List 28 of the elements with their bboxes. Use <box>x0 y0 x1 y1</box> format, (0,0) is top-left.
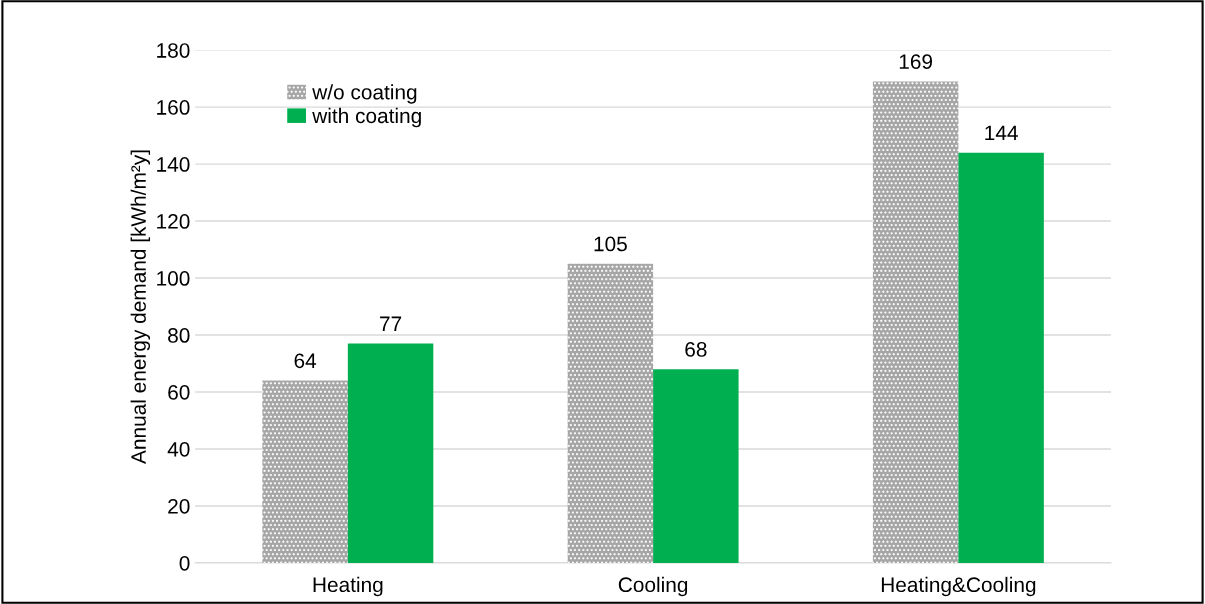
legend-label: with coating <box>312 107 421 128</box>
y-tick-label: 40 <box>167 441 190 457</box>
x-tick-label: Cooling <box>618 576 688 597</box>
data-label: 169 <box>899 54 933 70</box>
data-label: 64 <box>294 353 317 369</box>
data-label: 144 <box>985 125 1018 141</box>
y-tick-label: 80 <box>168 328 190 343</box>
bar <box>958 152 1044 563</box>
y-tick-label: 160 <box>157 100 190 115</box>
y-tick-label: 60 <box>168 385 190 400</box>
legend-label: w/o coating <box>312 84 417 104</box>
x-tick-label: Heating <box>313 576 383 597</box>
bar <box>872 81 959 563</box>
x-tick-label: Heating&Cooling <box>881 576 1036 597</box>
y-tick-label: 120 <box>157 214 190 229</box>
bar <box>567 263 654 563</box>
y-tick-label: 20 <box>168 498 190 514</box>
y-tick-label: 100 <box>157 271 190 286</box>
y-axis-title: Annual energy demand [kWh/m²y] <box>130 150 151 464</box>
bar <box>262 380 348 563</box>
data-label: 105 <box>594 236 627 252</box>
y-tick-label: 0 <box>179 555 190 571</box>
data-label: 68 <box>685 342 707 357</box>
y-tick-label: 180 <box>157 43 190 58</box>
data-label: 77 <box>380 316 402 331</box>
bar <box>653 369 739 563</box>
bar <box>347 343 434 563</box>
y-tick-label: 140 <box>157 157 190 172</box>
